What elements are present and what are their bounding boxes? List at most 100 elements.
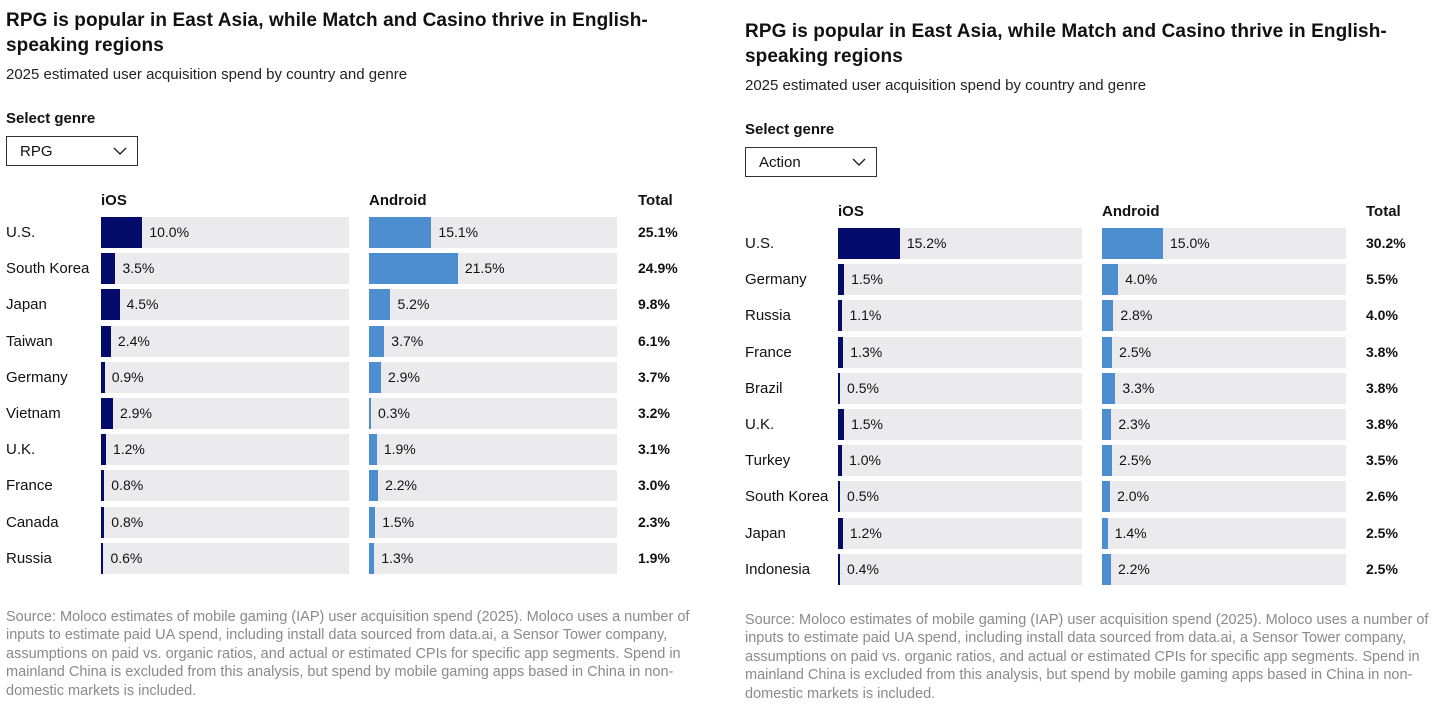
- country-label: U.S.: [6, 224, 36, 241]
- ios-bar-track: [101, 542, 349, 574]
- android-bar-track: [1102, 553, 1346, 585]
- ios-bar-track: [101, 434, 349, 466]
- ios-bar-track: [838, 481, 1082, 513]
- table-row: Germany 0.9% 2.9% 3.7%: [6, 361, 722, 398]
- android-bar-track: [369, 289, 617, 321]
- ios-value-label: 0.9%: [111, 368, 144, 385]
- android-bar: [1102, 264, 1119, 296]
- android-value-label: 2.5%: [1119, 452, 1152, 469]
- source-note: Source: Moloco estimates of mobile gamin…: [745, 612, 1429, 702]
- ios-bar-track: [101, 397, 349, 429]
- ios-bar: [101, 217, 143, 248]
- total-value: 2.3%: [638, 513, 670, 530]
- chevron-down-icon: [113, 147, 127, 155]
- genre-select[interactable]: Action: [745, 147, 877, 177]
- android-value-label: 3.7%: [391, 332, 424, 349]
- table-row: Japan 4.5% 5.2% 9.8%: [6, 289, 722, 325]
- country-label: Canada: [6, 513, 59, 531]
- country-label: Brazil: [745, 379, 783, 397]
- table-row: France 0.8% 2.2% 3.0%: [6, 470, 722, 506]
- android-header: Android: [369, 192, 427, 209]
- android-bar: [369, 361, 381, 393]
- android-value-label: 2.8%: [1120, 307, 1153, 324]
- genre-select[interactable]: RPG: [6, 136, 138, 166]
- total-value: 6.1%: [638, 332, 670, 349]
- ios-bar: [101, 253, 116, 285]
- ios-bar-track: [838, 300, 1082, 332]
- android-value-label: 2.0%: [1117, 488, 1150, 505]
- ios-value-label: 1.2%: [849, 524, 882, 541]
- total-value: 3.1%: [638, 441, 670, 458]
- ios-bar-track: [838, 408, 1082, 440]
- ios-bar-track: [838, 517, 1082, 549]
- country-label: Taiwan: [6, 332, 53, 350]
- chart-title: RPG is popular in East Asia, while Match…: [6, 10, 648, 56]
- android-bar: [369, 289, 391, 321]
- android-value-label: 15.0%: [1170, 235, 1210, 251]
- country-label: Russia: [6, 549, 52, 567]
- ios-bar: [101, 289, 120, 321]
- total-value: 24.9%: [638, 260, 678, 277]
- country-label: France: [745, 343, 792, 361]
- total-value: 30.2%: [1366, 235, 1406, 251]
- ios-value-label: 2.4%: [117, 332, 150, 349]
- table-row: U.S. 10.0% 15.1% 25.1%: [6, 217, 722, 253]
- table-row: U.K. 1.2% 1.9% 3.1%: [6, 434, 722, 470]
- android-bar-track: [1102, 408, 1346, 440]
- ios-bar: [838, 553, 840, 585]
- total-value: 3.5%: [1366, 452, 1398, 469]
- android-value-label: 3.3%: [1122, 379, 1155, 396]
- android-bar-track: [369, 217, 617, 248]
- android-bar: [369, 506, 376, 538]
- android-bar: [1102, 553, 1111, 585]
- select-genre-label: Select genre: [6, 110, 96, 127]
- ios-bar-track: [838, 553, 1082, 585]
- table-row: Russia 1.1% 2.8% 4.0%: [745, 300, 1453, 336]
- ios-bar-track: [838, 372, 1082, 404]
- country-label: U.K.: [745, 415, 775, 433]
- ios-bar: [838, 408, 845, 440]
- ios-value-label: 1.1%: [849, 307, 882, 324]
- android-bar-track: [369, 542, 617, 574]
- total-header: Total: [638, 192, 673, 209]
- country-label: Germany: [745, 271, 807, 289]
- table-row: Vietnam 2.9% 0.3% 3.2%: [6, 397, 722, 434]
- ios-value-label: 2.9%: [119, 404, 152, 421]
- country-label: France: [6, 477, 53, 495]
- android-bar: [1102, 228, 1163, 259]
- android-bar-track: [1102, 372, 1346, 404]
- total-value: 4.0%: [1366, 307, 1398, 324]
- total-value: 25.1%: [638, 224, 678, 240]
- android-bar-track: [1102, 445, 1346, 477]
- android-value-label: 0.3%: [378, 404, 410, 421]
- chart-subtitle: 2025 estimated user acquisition spend by…: [745, 77, 1147, 94]
- table-rows: U.S. 15.2% 15.0% 30.2% Germany 1.5% 4.0% 5.5% Ru…: [745, 228, 1453, 590]
- android-bar: [369, 470, 379, 502]
- ios-value-label: 10.0%: [149, 224, 190, 240]
- ios-bar: [838, 372, 841, 404]
- ios-bar-track: [838, 336, 1082, 368]
- android-bar: [1102, 300, 1114, 332]
- android-header: Android: [1102, 203, 1160, 220]
- ios-bar-track: [101, 506, 349, 538]
- ios-value-label: 1.5%: [851, 415, 884, 432]
- column-headers: iOS Android Total: [6, 190, 722, 212]
- android-bar: [1102, 445, 1113, 477]
- table-rows: U.S. 10.0% 15.1% 25.1% South Korea 3.5% 21.5% 2…: [6, 217, 722, 579]
- ios-bar-track: [838, 228, 1082, 259]
- ios-value-label: 15.2%: [906, 235, 947, 251]
- ios-value-label: 1.3%: [850, 343, 883, 360]
- android-bar-track: [369, 434, 617, 466]
- android-bar-track: [1102, 228, 1346, 259]
- table-row: South Korea 3.5% 21.5% 24.9%: [6, 253, 722, 289]
- country-label: Vietnam: [6, 404, 61, 422]
- country-label: U.K.: [6, 441, 36, 459]
- android-bar-track: [369, 253, 617, 285]
- genre-select-value: Action: [759, 153, 801, 171]
- select-genre-label: Select genre: [745, 121, 835, 138]
- android-bar: [1102, 372, 1116, 404]
- android-bar: [369, 542, 375, 574]
- ios-header: iOS: [838, 203, 864, 220]
- chevron-down-icon: [852, 158, 866, 166]
- ios-header: iOS: [101, 192, 127, 209]
